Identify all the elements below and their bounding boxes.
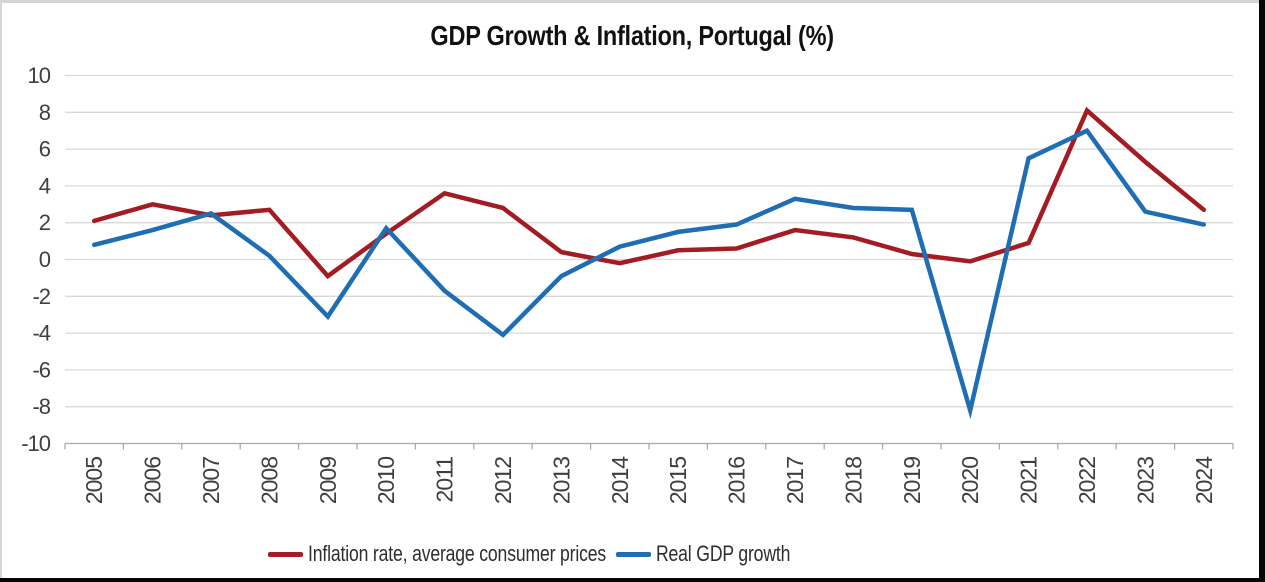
x-tick-label: 2017 xyxy=(782,457,808,504)
window-edge-right xyxy=(1259,0,1265,582)
legend-swatch-inflation xyxy=(268,551,303,557)
y-tick-label: 0 xyxy=(39,247,51,272)
x-tick-label: 2014 xyxy=(607,456,633,504)
legend: Inflation rate, average consumer prices … xyxy=(268,540,790,568)
y-tick-label: 10 xyxy=(28,63,51,88)
chart-title-text: GDP Growth & Inflation, Portugal (%) xyxy=(430,20,835,51)
y-tick-label: -4 xyxy=(32,321,50,346)
y-tick-label: -10 xyxy=(21,431,51,456)
legend-swatch-gdp xyxy=(616,551,651,557)
y-tick-label: 2 xyxy=(39,210,51,235)
x-tick-label: 2024 xyxy=(1191,456,1217,504)
x-tick-label: 2021 xyxy=(1016,457,1042,504)
x-tick-label: 2023 xyxy=(1132,457,1158,504)
x-tick-label: 2016 xyxy=(724,457,750,504)
x-tick-label: 2015 xyxy=(665,457,691,504)
x-tick-label: 2009 xyxy=(315,457,341,504)
y-tick-label: 8 xyxy=(39,100,51,125)
legend-item-gdp: Real GDP growth xyxy=(616,541,790,567)
legend-label-gdp: Real GDP growth xyxy=(656,541,791,566)
x-tick-label: 2008 xyxy=(256,457,282,504)
x-tick-label: 2007 xyxy=(198,457,224,504)
x-tick-label: 2020 xyxy=(957,457,983,504)
window-edge-left xyxy=(0,0,2,578)
window-edge-top xyxy=(0,0,1265,3)
y-tick-label: 4 xyxy=(39,173,51,198)
y-tick-label: -8 xyxy=(32,394,50,419)
series-line-inflation xyxy=(91,106,1207,280)
x-tick-label: 2006 xyxy=(140,457,166,504)
y-tick-label: -6 xyxy=(32,357,50,382)
legend-label-inflation: Inflation rate, average consumer prices xyxy=(308,541,607,566)
x-tick-label: 2011 xyxy=(432,457,458,503)
x-tick-label: 2022 xyxy=(1074,457,1100,504)
legend-item-inflation: Inflation rate, average consumer prices xyxy=(268,541,606,567)
y-tick-label: 6 xyxy=(39,137,51,162)
x-tick-label: 2005 xyxy=(81,457,107,504)
x-tick-label: 2013 xyxy=(548,457,574,504)
x-tick-label: 2012 xyxy=(490,457,516,504)
window-edge-bottom xyxy=(0,578,1265,582)
x-tick-label: 2010 xyxy=(373,457,399,504)
x-tick-label: 2018 xyxy=(840,457,866,504)
series-line-real-gdp-growth xyxy=(91,127,1207,420)
chart-title: GDP Growth & Inflation, Portugal (%) xyxy=(0,20,1265,52)
y-tick-label: -2 xyxy=(32,284,50,309)
x-tick-label: 2019 xyxy=(899,457,925,504)
